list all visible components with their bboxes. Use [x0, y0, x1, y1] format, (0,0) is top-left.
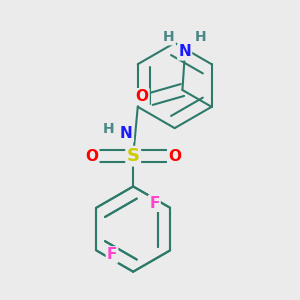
Text: O: O [168, 149, 181, 164]
Text: F: F [149, 196, 160, 211]
Text: H: H [103, 122, 114, 136]
Text: N: N [120, 126, 133, 141]
Text: O: O [136, 89, 148, 104]
Text: S: S [127, 147, 140, 165]
Text: F: F [107, 248, 117, 262]
Text: N: N [178, 44, 191, 59]
Text: H: H [163, 30, 175, 44]
Text: O: O [85, 149, 98, 164]
Text: H: H [195, 30, 206, 44]
